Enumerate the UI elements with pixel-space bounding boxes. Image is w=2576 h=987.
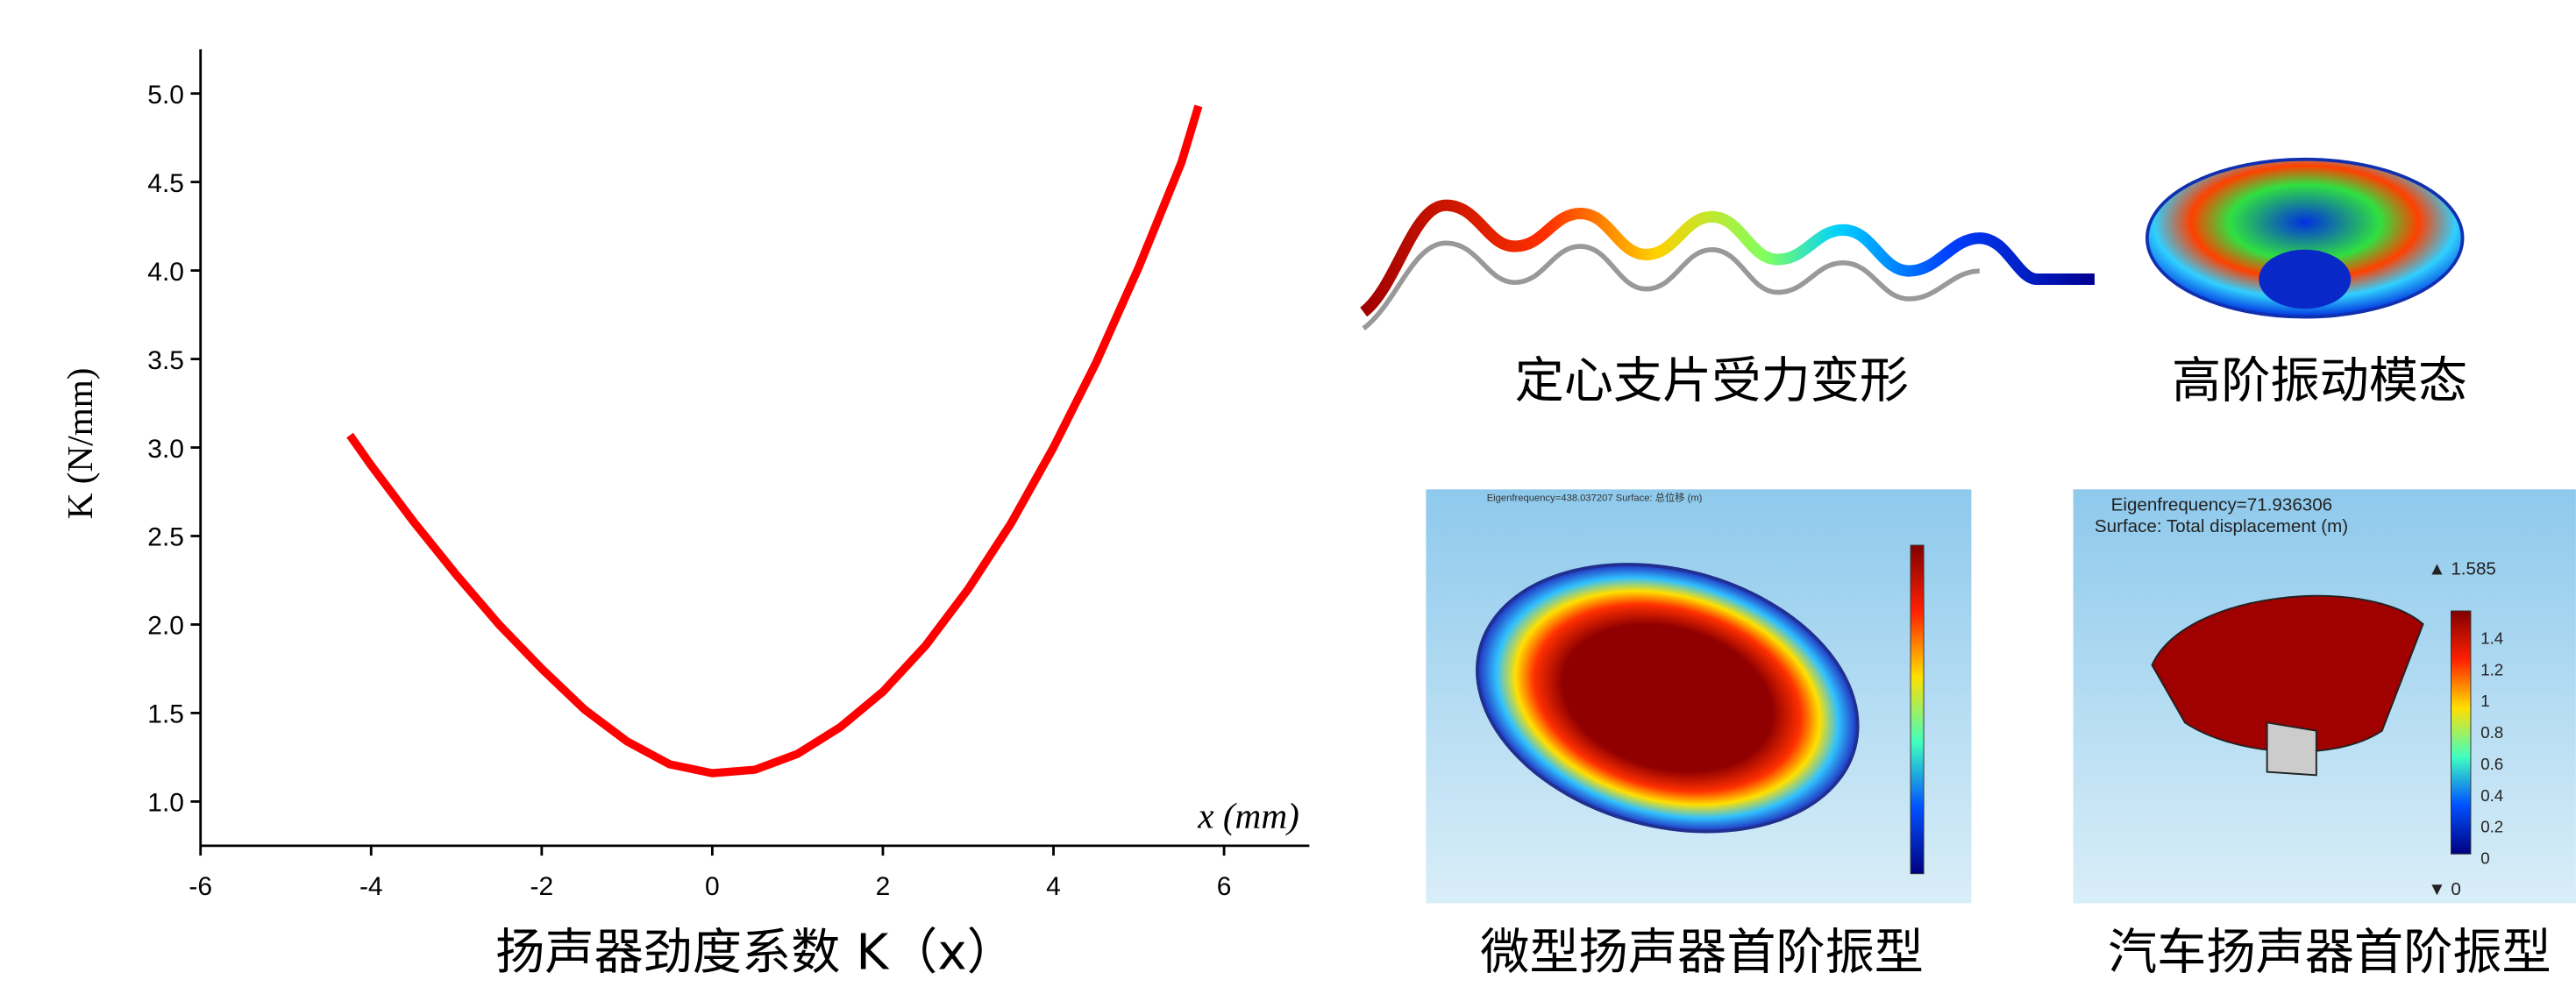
colorbar-min: ▼ 0	[2428, 879, 2461, 899]
y-tick-label: 4.5	[147, 169, 184, 198]
panel-caption: 微型扬声器首阶振型	[1480, 924, 1924, 981]
colorbar-label: 0.6	[2480, 755, 2503, 773]
colorbar-label: 0	[2480, 849, 2489, 867]
cone-mode	[2145, 157, 2465, 319]
y-tick-label: 3.5	[147, 346, 184, 375]
y-tick-label: 2.5	[147, 523, 184, 552]
x-tick-label: -2	[530, 872, 554, 901]
colorbar-max: ▲ 1.585	[2428, 559, 2496, 579]
panel-caption: 汽车扬声器首阶振型	[2108, 924, 2551, 981]
car-speaker-base	[2266, 721, 2317, 777]
y-tick-label: 1.5	[147, 700, 184, 729]
data-line	[346, 104, 1203, 778]
x-tick-label: 4	[1046, 872, 1061, 901]
chart-caption: 扬声器劲度系数 K（x）	[495, 924, 1016, 981]
x-tick-label: -4	[359, 872, 383, 901]
y-axis-label: K (N/mm)	[60, 367, 101, 519]
y-tick-label: 1.0	[147, 789, 184, 818]
colorbar-label: 1	[2480, 692, 2489, 710]
y-tick-label: 5.0	[147, 81, 184, 110]
colorbar	[2451, 610, 2472, 855]
sim-header: Eigenfrequency=438.037207 Surface: 总位移 (…	[1487, 491, 1703, 503]
x-tick-label: 0	[705, 872, 720, 901]
y-tick-label: 3.0	[147, 435, 184, 464]
x-tick-label: -6	[189, 872, 212, 901]
colorbar-label: 0.4	[2480, 786, 2503, 805]
colorbar-label: 0.2	[2480, 818, 2503, 836]
sim-header: Eigenfrequency=71.936306	[2111, 495, 2333, 515]
y-tick-label: 4.0	[147, 258, 184, 287]
colorbar-label: 1.2	[2480, 660, 2503, 678]
undeformed-wave	[1362, 240, 1980, 330]
colorbar-label: 0.8	[2480, 723, 2503, 742]
diaphragm-wave	[1359, 199, 2095, 317]
x-tick-label: 2	[876, 872, 891, 901]
panel-caption: 定心支片受力变形	[1515, 352, 1910, 409]
x-axis-label: x (mm)	[1197, 795, 1299, 836]
colorbar	[1910, 544, 1925, 875]
x-tick-label: 6	[1217, 872, 1232, 901]
car-speaker	[2151, 594, 2424, 753]
colorbar-label: 1.4	[2480, 628, 2503, 647]
y-tick-label: 2.0	[147, 612, 184, 641]
panel-caption: 高阶振动模态	[2172, 352, 2467, 409]
sim-subheader: Surface: Total displacement (m)	[2095, 516, 2348, 536]
micro-speaker	[1476, 563, 1860, 834]
cone-center	[2259, 249, 2352, 309]
